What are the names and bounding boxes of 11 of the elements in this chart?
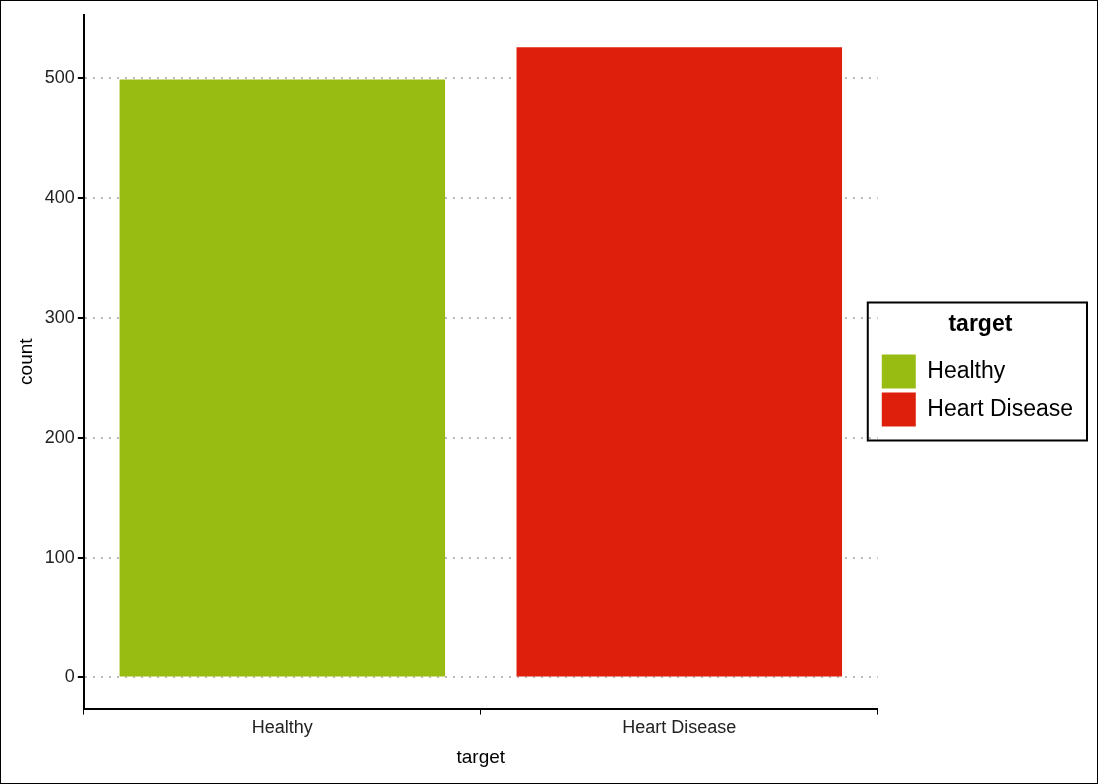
y-tick-label: 300 <box>44 306 75 327</box>
y-axis-title: count <box>14 337 36 385</box>
legend-label: Healthy <box>927 356 1006 383</box>
y-tick-label: 500 <box>44 67 75 88</box>
y-tick-label: 400 <box>44 187 75 208</box>
y-tick-label: 100 <box>44 546 75 567</box>
y-tick-label: 200 <box>44 426 75 447</box>
y-tick-label: 0 <box>64 666 75 687</box>
legend-title: target <box>948 309 1013 336</box>
x-axis-title: target <box>456 745 506 767</box>
legend-label: Heart Disease <box>927 394 1074 421</box>
